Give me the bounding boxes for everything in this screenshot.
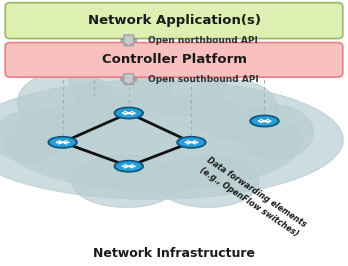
Text: Network Application(s): Network Application(s) — [87, 14, 261, 27]
Ellipse shape — [250, 115, 279, 127]
FancyArrow shape — [120, 35, 137, 46]
Text: Controller Platform: Controller Platform — [102, 53, 246, 66]
Ellipse shape — [133, 165, 136, 167]
Ellipse shape — [258, 120, 260, 122]
Ellipse shape — [156, 155, 259, 207]
FancyBboxPatch shape — [5, 43, 343, 77]
Ellipse shape — [191, 80, 278, 140]
Ellipse shape — [177, 136, 206, 148]
Ellipse shape — [17, 71, 115, 134]
Ellipse shape — [179, 138, 204, 147]
FancyArrow shape — [120, 74, 137, 85]
FancyBboxPatch shape — [5, 3, 343, 39]
Ellipse shape — [4, 94, 302, 191]
Text: Data forwarding elements
(e.g., OpenFlow switches): Data forwarding elements (e.g., OpenFlow… — [198, 156, 308, 239]
FancyArrow shape — [120, 74, 137, 85]
Ellipse shape — [72, 155, 180, 207]
Ellipse shape — [133, 112, 136, 114]
Ellipse shape — [56, 141, 58, 143]
Ellipse shape — [48, 136, 77, 148]
Text: Open southbound API: Open southbound API — [148, 75, 259, 84]
Ellipse shape — [114, 160, 143, 172]
Ellipse shape — [67, 141, 70, 143]
Ellipse shape — [122, 165, 125, 167]
Ellipse shape — [184, 141, 187, 143]
FancyArrow shape — [120, 35, 137, 46]
Ellipse shape — [196, 141, 198, 143]
Ellipse shape — [134, 50, 227, 116]
Ellipse shape — [0, 111, 64, 162]
Ellipse shape — [50, 138, 76, 147]
Ellipse shape — [237, 105, 313, 159]
Ellipse shape — [114, 107, 143, 119]
Ellipse shape — [122, 112, 125, 114]
Ellipse shape — [252, 117, 277, 126]
Ellipse shape — [269, 120, 271, 122]
Ellipse shape — [116, 109, 142, 118]
Text: Network Infrastructure: Network Infrastructure — [93, 247, 255, 260]
Ellipse shape — [0, 80, 343, 199]
Ellipse shape — [116, 162, 142, 171]
Ellipse shape — [69, 44, 172, 116]
Text: Open northbound API: Open northbound API — [148, 36, 258, 45]
